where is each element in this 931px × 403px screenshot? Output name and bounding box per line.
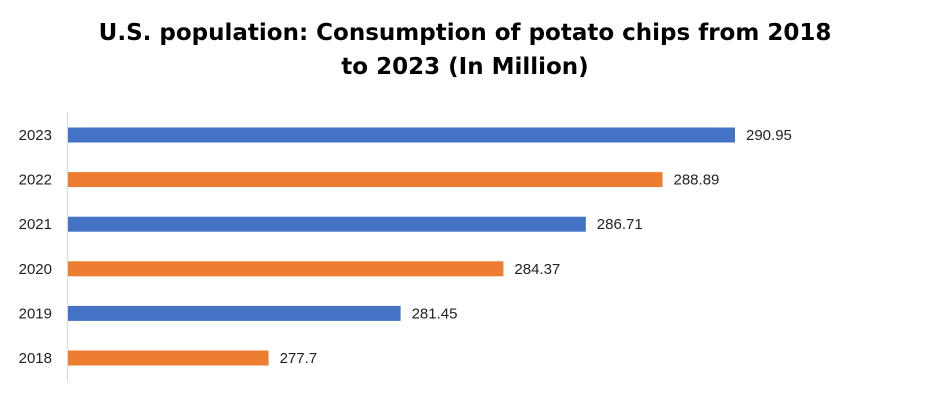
category-label-2021: 2021 <box>19 216 52 233</box>
category-label-2020: 2020 <box>19 261 52 278</box>
value-label-2022: 288.89 <box>674 172 720 189</box>
bar-2021 <box>68 216 586 232</box>
bar-2018 <box>68 350 269 366</box>
value-label-2021: 286.71 <box>597 216 643 233</box>
chart-title: U.S. population: Consumption of potato c… <box>98 20 832 80</box>
category-label-2019: 2019 <box>19 305 52 322</box>
bar-2019 <box>68 305 401 321</box>
bar-2023 <box>68 127 735 143</box>
bars-group: 2023 290.95 2022 288.89 2021 286.71 2020 284.37… <box>19 127 792 367</box>
value-label-2018: 277.7 <box>280 350 318 367</box>
value-label-2023: 290.95 <box>746 127 792 144</box>
bar-2020 <box>68 261 504 277</box>
category-label-2018: 2018 <box>19 350 52 367</box>
category-label-2022: 2022 <box>19 172 52 189</box>
value-label-2020: 284.37 <box>514 261 560 278</box>
value-label-2019: 281.45 <box>412 305 458 322</box>
category-label-2023: 2023 <box>19 127 52 144</box>
bar-2022 <box>68 172 663 188</box>
